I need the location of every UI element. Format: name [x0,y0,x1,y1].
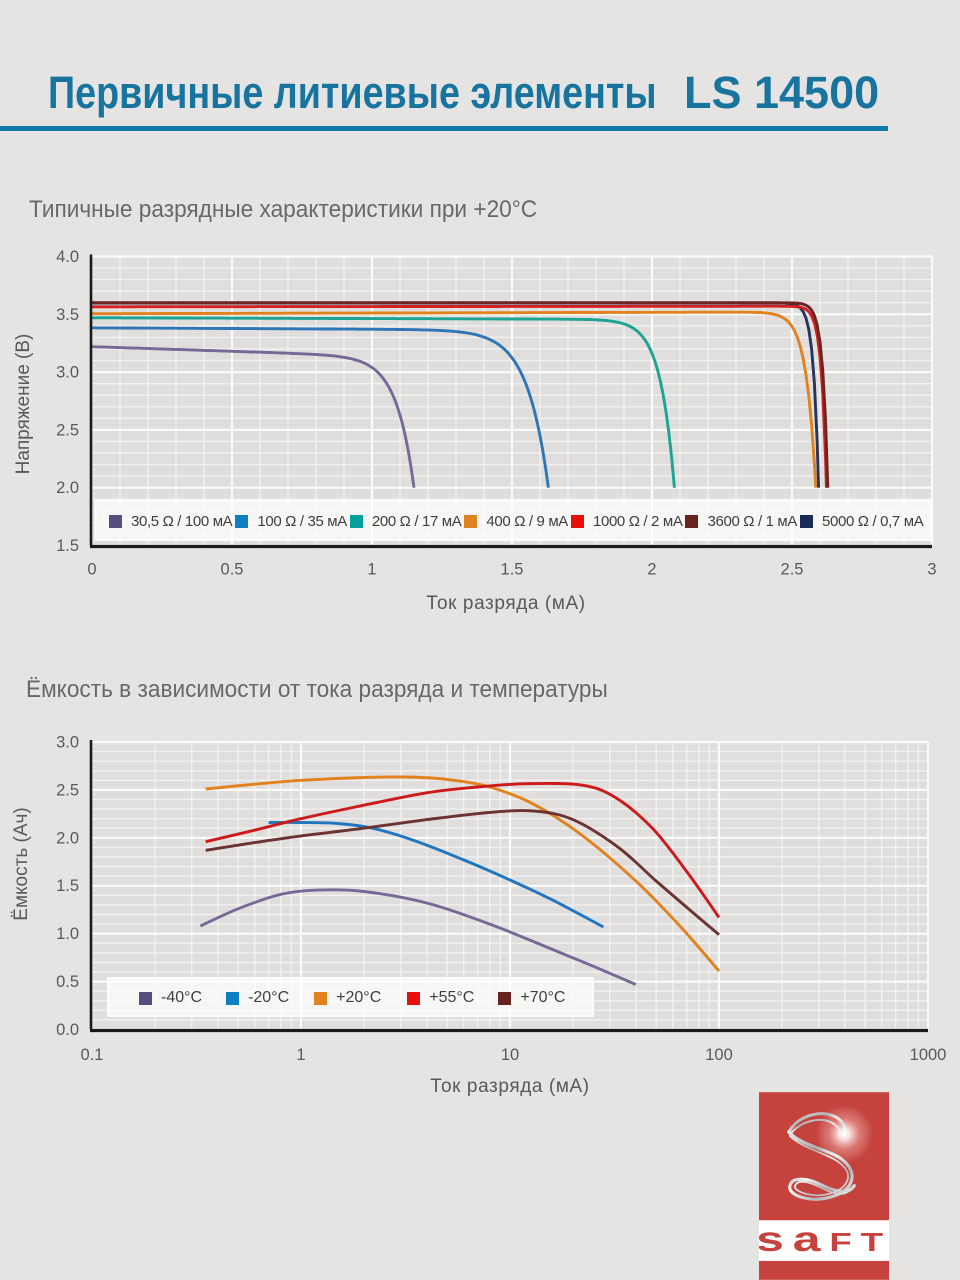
svg-text:10: 10 [501,1046,519,1064]
svg-text:1.5: 1.5 [56,877,79,895]
svg-text:0.0: 0.0 [56,1021,79,1039]
svg-text:1.5: 1.5 [56,537,79,555]
svg-text:1: 1 [367,561,376,579]
svg-text:100: 100 [705,1046,733,1064]
svg-text:2.0: 2.0 [56,479,79,497]
svg-text:1: 1 [296,1046,305,1064]
svg-text:3.0: 3.0 [56,734,79,752]
svg-text:Ёмкость (Ач): Ёмкость (Ач) [11,807,32,920]
svg-text:1.5: 1.5 [501,561,524,579]
svg-text:saFT: saFT [759,1220,889,1259]
svg-text:2.0: 2.0 [56,829,79,847]
svg-text:Ток разряда (мА): Ток разряда (мА) [426,593,585,614]
svg-text:1000: 1000 [910,1046,947,1064]
svg-text:2.5: 2.5 [56,781,79,799]
svg-text:4.0: 4.0 [56,248,79,266]
svg-text:Напряжение (В): Напряжение (В) [13,334,34,475]
svg-text:0.1: 0.1 [81,1046,104,1064]
svg-text:2.5: 2.5 [56,421,79,439]
svg-text:0.5: 0.5 [221,561,244,579]
svg-text:0: 0 [87,561,96,579]
svg-text:0.5: 0.5 [56,973,79,991]
svg-text:3.5: 3.5 [56,306,79,324]
svg-text:3: 3 [927,561,936,579]
svg-text:Ток разряда (мА): Ток разряда (мА) [430,1076,589,1097]
svg-text:2.5: 2.5 [781,561,804,579]
svg-text:1.0: 1.0 [56,925,79,943]
svg-text:2: 2 [647,561,656,579]
svg-text:3.0: 3.0 [56,364,79,382]
